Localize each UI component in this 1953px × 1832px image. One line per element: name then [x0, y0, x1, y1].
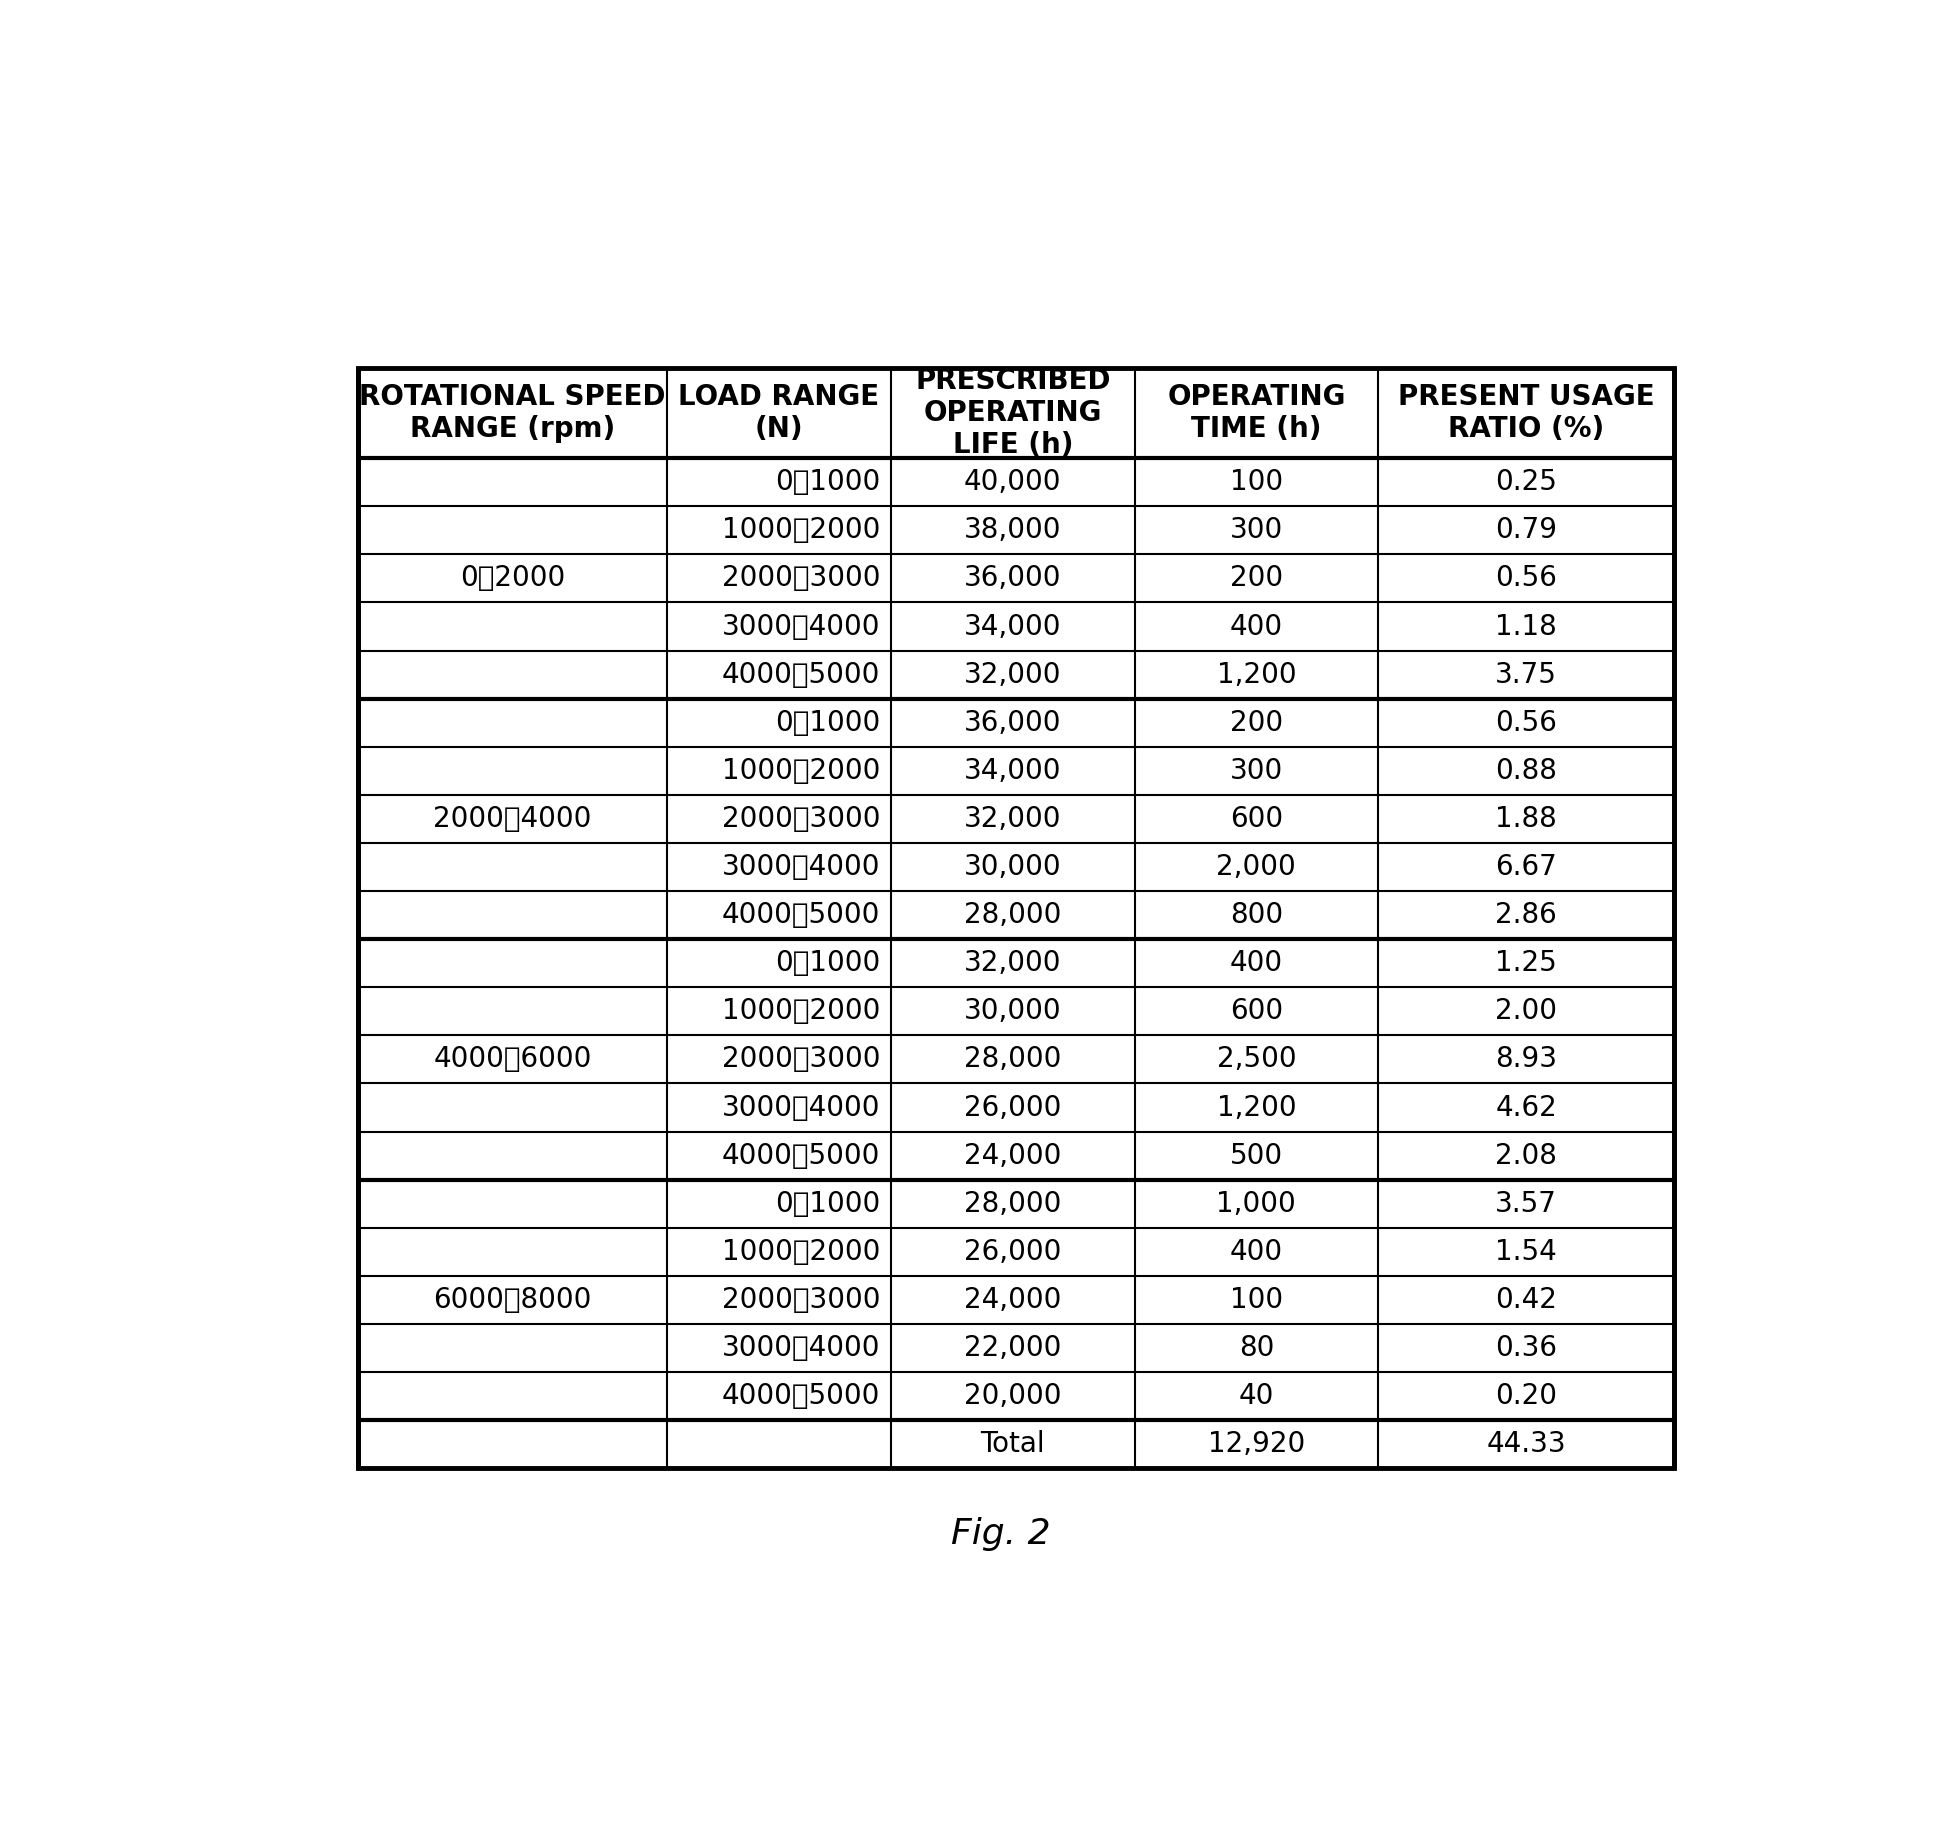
Text: 800: 800 — [1230, 901, 1283, 929]
Text: 3000～4000: 3000～4000 — [723, 1334, 881, 1361]
Text: 3000～4000: 3000～4000 — [723, 612, 881, 641]
Text: 1000～2000: 1000～2000 — [723, 1238, 881, 1266]
Text: 36,000: 36,000 — [965, 709, 1062, 736]
Text: 22,000: 22,000 — [965, 1334, 1060, 1361]
Text: 0.56: 0.56 — [1496, 564, 1557, 592]
Text: 600: 600 — [1230, 804, 1283, 834]
Text: 2000～3000: 2000～3000 — [723, 564, 881, 592]
Text: ROTATIONAL SPEED
RANGE (rpm): ROTATIONAL SPEED RANGE (rpm) — [359, 383, 666, 443]
Text: 1,200: 1,200 — [1217, 661, 1297, 689]
Text: 400: 400 — [1230, 949, 1283, 976]
Text: 0～1000: 0～1000 — [775, 469, 881, 496]
Text: 200: 200 — [1230, 564, 1283, 592]
Text: 300: 300 — [1230, 517, 1283, 544]
Text: 28,000: 28,000 — [965, 1046, 1060, 1074]
Text: 3.75: 3.75 — [1496, 661, 1557, 689]
Text: 1000～2000: 1000～2000 — [723, 997, 881, 1026]
Text: 2000～4000: 2000～4000 — [434, 804, 592, 834]
Text: 24,000: 24,000 — [965, 1141, 1060, 1169]
Text: 3000～4000: 3000～4000 — [723, 854, 881, 881]
Text: 26,000: 26,000 — [965, 1094, 1060, 1121]
Text: 0.25: 0.25 — [1496, 469, 1557, 496]
Text: 300: 300 — [1230, 757, 1283, 784]
Text: 30,000: 30,000 — [965, 854, 1062, 881]
Text: 30,000: 30,000 — [965, 997, 1062, 1026]
Text: 8.93: 8.93 — [1496, 1046, 1557, 1074]
Text: LOAD RANGE
(N): LOAD RANGE (N) — [678, 383, 879, 443]
Text: 1.54: 1.54 — [1496, 1238, 1557, 1266]
Text: 6.67: 6.67 — [1496, 854, 1557, 881]
Text: 2.00: 2.00 — [1496, 997, 1557, 1026]
Text: PRESCRIBED
OPERATING
LIFE (h): PRESCRIBED OPERATING LIFE (h) — [916, 366, 1111, 460]
Text: 1000～2000: 1000～2000 — [723, 517, 881, 544]
Text: 32,000: 32,000 — [965, 804, 1062, 834]
Text: 1.25: 1.25 — [1496, 949, 1557, 976]
Text: 0～1000: 0～1000 — [775, 949, 881, 976]
Text: 1,200: 1,200 — [1217, 1094, 1297, 1121]
Text: PRESENT USAGE
RATIO (%): PRESENT USAGE RATIO (%) — [1398, 383, 1654, 443]
Text: 1.88: 1.88 — [1496, 804, 1557, 834]
Text: 80: 80 — [1238, 1334, 1273, 1361]
Text: 4000～5000: 4000～5000 — [723, 1141, 881, 1169]
Text: 2.08: 2.08 — [1496, 1141, 1557, 1169]
Text: OPERATING
TIME (h): OPERATING TIME (h) — [1168, 383, 1346, 443]
Text: 2,500: 2,500 — [1217, 1046, 1297, 1074]
Text: 2000～3000: 2000～3000 — [723, 804, 881, 834]
Text: 100: 100 — [1230, 1286, 1283, 1314]
Text: 2.86: 2.86 — [1496, 901, 1557, 929]
Text: 1,000: 1,000 — [1217, 1189, 1297, 1218]
Text: 2000～3000: 2000～3000 — [723, 1286, 881, 1314]
Text: 38,000: 38,000 — [965, 517, 1062, 544]
Text: 44.33: 44.33 — [1486, 1431, 1566, 1458]
Text: 1.18: 1.18 — [1496, 612, 1557, 641]
Text: 32,000: 32,000 — [965, 661, 1062, 689]
Text: 0.36: 0.36 — [1496, 1334, 1557, 1361]
Text: Total: Total — [980, 1431, 1045, 1458]
Text: 0～1000: 0～1000 — [775, 709, 881, 736]
Text: 28,000: 28,000 — [965, 1189, 1060, 1218]
Text: 34,000: 34,000 — [965, 757, 1062, 784]
Text: 12,920: 12,920 — [1207, 1431, 1305, 1458]
Bar — [357, 368, 1674, 1467]
Text: 1000～2000: 1000～2000 — [723, 757, 881, 784]
Text: 4000～6000: 4000～6000 — [434, 1046, 592, 1074]
Text: 20,000: 20,000 — [965, 1381, 1062, 1411]
Text: 36,000: 36,000 — [965, 564, 1062, 592]
Text: 26,000: 26,000 — [965, 1238, 1060, 1266]
Text: 40,000: 40,000 — [965, 469, 1062, 496]
Text: 4000～5000: 4000～5000 — [723, 661, 881, 689]
Text: 600: 600 — [1230, 997, 1283, 1026]
Text: 0.79: 0.79 — [1496, 517, 1557, 544]
Text: 3000～4000: 3000～4000 — [723, 1094, 881, 1121]
Text: 0～1000: 0～1000 — [775, 1189, 881, 1218]
Text: Fig. 2: Fig. 2 — [951, 1517, 1051, 1552]
Text: 2000～3000: 2000～3000 — [723, 1046, 881, 1074]
Text: 0～2000: 0～2000 — [459, 564, 564, 592]
Text: 2,000: 2,000 — [1217, 854, 1297, 881]
Text: 24,000: 24,000 — [965, 1286, 1060, 1314]
Text: 4000～5000: 4000～5000 — [723, 1381, 881, 1411]
Text: 200: 200 — [1230, 709, 1283, 736]
Text: 400: 400 — [1230, 1238, 1283, 1266]
Text: 500: 500 — [1230, 1141, 1283, 1169]
Text: 6000～8000: 6000～8000 — [434, 1286, 592, 1314]
Text: 28,000: 28,000 — [965, 901, 1060, 929]
Text: 0.88: 0.88 — [1496, 757, 1557, 784]
Text: 40: 40 — [1238, 1381, 1273, 1411]
Text: 400: 400 — [1230, 612, 1283, 641]
Text: 4000～5000: 4000～5000 — [723, 901, 881, 929]
Text: 32,000: 32,000 — [965, 949, 1062, 976]
Text: 0.42: 0.42 — [1496, 1286, 1557, 1314]
Text: 100: 100 — [1230, 469, 1283, 496]
Text: 0.56: 0.56 — [1496, 709, 1557, 736]
Text: 34,000: 34,000 — [965, 612, 1062, 641]
Text: 4.62: 4.62 — [1496, 1094, 1557, 1121]
Text: 3.57: 3.57 — [1496, 1189, 1557, 1218]
Text: 0.20: 0.20 — [1496, 1381, 1557, 1411]
